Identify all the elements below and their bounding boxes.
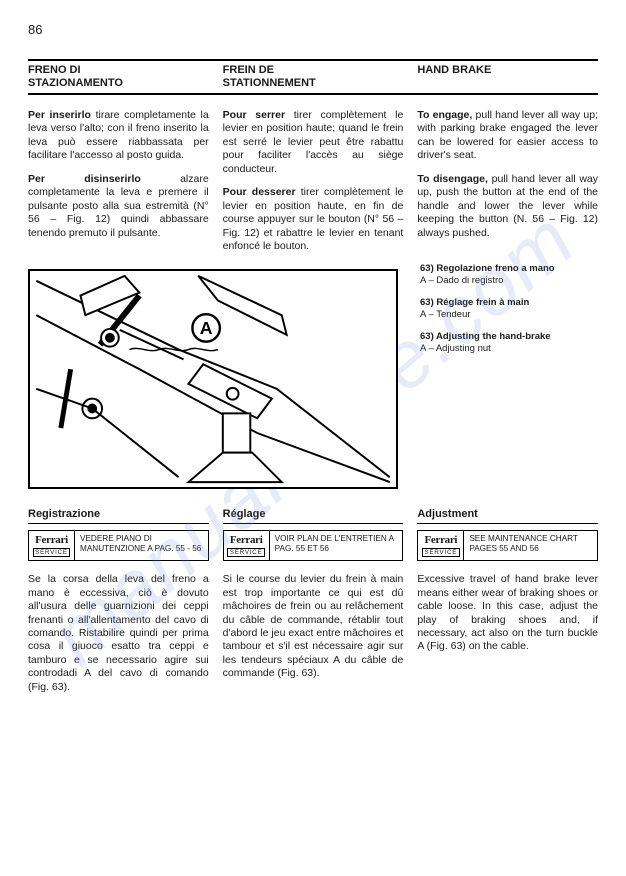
service-text-fr: VOIR PLAN DE L'ENTRETIEN A PAG. 55 ET 56 bbox=[270, 531, 403, 560]
brand-text: Ferrari bbox=[35, 534, 68, 547]
header-col-en: HAND BRAKE bbox=[417, 64, 598, 90]
ferrari-service-logo: Ferrari SERVICE bbox=[224, 531, 270, 560]
header-title-fr-1: FREIN DE bbox=[223, 64, 404, 77]
ferrari-service-logo: Ferrari SERVICE bbox=[29, 531, 75, 560]
para-it-2: Per disinserirlo alzare completamente la… bbox=[28, 173, 209, 240]
lower-para-fr: Si le course du levier du frein à main e… bbox=[223, 573, 404, 681]
caption-it: 63) Regolazione freno a mano A – Dado di… bbox=[420, 263, 584, 287]
brand-text: Ferrari bbox=[424, 534, 457, 547]
lower-para-it: Se la corsa della leva del freno a mano … bbox=[28, 573, 209, 694]
header-col-it: FRENO DI STAZIONAMENTO bbox=[28, 64, 209, 90]
service-tag: SERVICE bbox=[227, 548, 265, 557]
para-it-1: Per inserirlo tirare completamente la le… bbox=[28, 109, 209, 163]
body-col-it: Per inserirlo tirare completamente la le… bbox=[28, 109, 209, 263]
body-col-fr: Pour serrer tirer complètement le levier… bbox=[223, 109, 404, 263]
header-title-en-1: HAND BRAKE bbox=[417, 64, 598, 77]
caption-sub: A – Tendeur bbox=[420, 309, 584, 321]
caption-title: 63) Adjusting the hand-brake bbox=[420, 331, 584, 343]
bold: To disengage, bbox=[417, 173, 488, 185]
caption-column: 63) Regolazione freno a mano A – Dado di… bbox=[412, 263, 584, 364]
para-en-2: To disengage, pull hand lever all way up… bbox=[417, 173, 598, 240]
figure-label-a: A bbox=[200, 318, 213, 338]
subhead-en: Adjustment bbox=[417, 507, 598, 524]
caption-en: 63) Adjusting the hand-brake A – Adjusti… bbox=[420, 331, 584, 355]
service-text-it: VEDERE PIANO DI MANUTENZIONE A PAG. 55 -… bbox=[75, 531, 208, 560]
lower-para-en: Excessive travel of hand brake lever mea… bbox=[417, 573, 598, 654]
subhead-row: Registrazione Réglage Adjustment bbox=[28, 489, 598, 530]
caption-fr: 63) Réglage frein à main A – Tendeur bbox=[420, 297, 584, 321]
header-col-fr: FREIN DE STATIONNEMENT bbox=[223, 64, 404, 90]
service-box-fr: Ferrari SERVICE VOIR PLAN DE L'ENTRETIEN… bbox=[223, 530, 404, 561]
service-tag: SERVICE bbox=[33, 548, 71, 557]
figure-row: A 63) Regolazione freno a mano A – Dado … bbox=[28, 263, 598, 489]
service-tag: SERVICE bbox=[422, 548, 460, 557]
service-box-en: Ferrari SERVICE SEE MAINTENANCE CHART PA… bbox=[417, 530, 598, 561]
subhead-it: Registrazione bbox=[28, 507, 209, 524]
para-en-1: To engage, pull hand lever all way up; w… bbox=[417, 109, 598, 163]
brand-text: Ferrari bbox=[230, 534, 263, 547]
header-bar: FRENO DI STAZIONAMENTO FREIN DE STATIONN… bbox=[28, 59, 598, 95]
bold: To engage, bbox=[417, 109, 472, 121]
page-number: 86 bbox=[28, 22, 598, 39]
para-fr-2: Pour desserer tirer complètement le levi… bbox=[223, 186, 404, 253]
header-title-fr-2: STATIONNEMENT bbox=[223, 77, 404, 90]
handbrake-diagram: A bbox=[30, 271, 396, 487]
caption-title: 63) Réglage frein à main bbox=[420, 297, 584, 309]
bold: Pour desserer bbox=[223, 186, 296, 198]
para-fr-1: Pour serrer tirer complètement le levier… bbox=[223, 109, 404, 176]
service-row: Ferrari SERVICE VEDERE PIANO DI MANUTENZ… bbox=[28, 530, 598, 573]
subhead-fr: Réglage bbox=[223, 507, 404, 524]
body-row: Per inserirlo tirare completamente la le… bbox=[28, 109, 598, 263]
caption-sub: A – Adjusting nut bbox=[420, 343, 584, 355]
body-col-en: To engage, pull hand lever all way up; w… bbox=[417, 109, 598, 263]
caption-title: 63) Regolazione freno a mano bbox=[420, 263, 584, 275]
header-title-it-1: FRENO DI bbox=[28, 64, 209, 77]
bold: Per disinserirlo bbox=[28, 173, 141, 185]
caption-sub: A – Dado di registro bbox=[420, 275, 584, 287]
bold: Per inserirlo bbox=[28, 109, 91, 121]
lower-row: Se la corsa della leva del freno a mano … bbox=[28, 573, 598, 704]
service-box-it: Ferrari SERVICE VEDERE PIANO DI MANUTENZ… bbox=[28, 530, 209, 561]
header-title-it-2: STAZIONAMENTO bbox=[28, 77, 209, 90]
service-text-en: SEE MAINTENANCE CHART PAGES 55 AND 56 bbox=[464, 531, 597, 560]
figure-63: A bbox=[28, 269, 398, 489]
bold: Pour serrer bbox=[223, 109, 285, 121]
ferrari-service-logo: Ferrari SERVICE bbox=[418, 531, 464, 560]
